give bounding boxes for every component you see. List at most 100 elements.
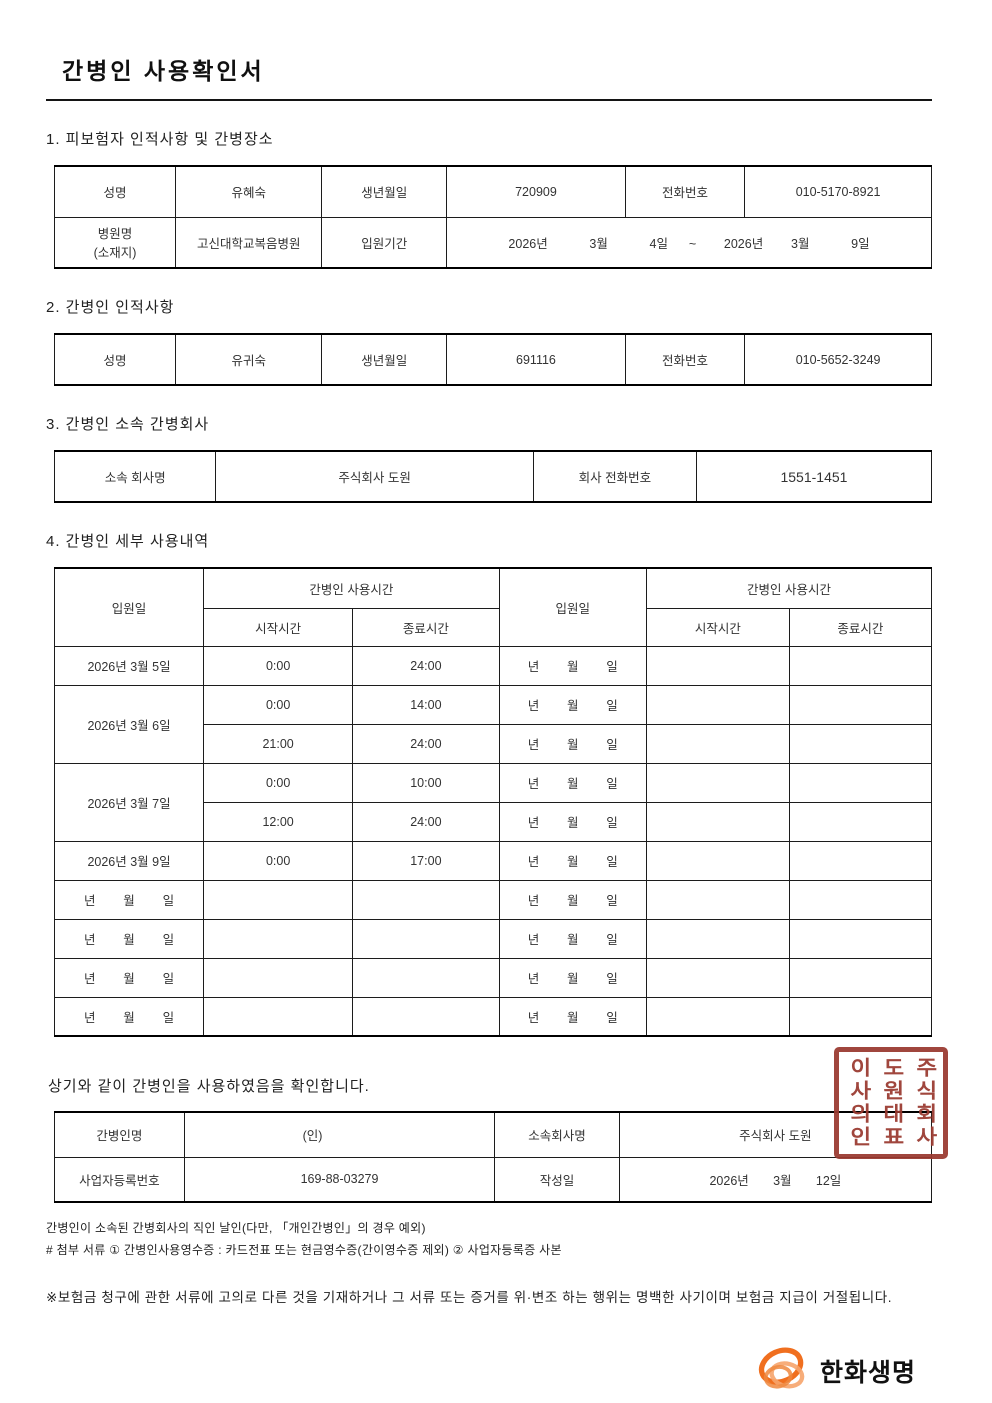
usage-start-empty xyxy=(645,762,790,803)
usage-row: 년 월 일 년 월 일 xyxy=(53,996,933,1037)
usage-date-placeholder: 년 월 일 xyxy=(498,645,647,686)
usage-start-empty xyxy=(203,957,354,998)
usage-date: 2026년 3월 9일 xyxy=(53,840,205,881)
title-divider xyxy=(46,99,932,101)
usage-end: 14:00 xyxy=(352,684,500,725)
usage-end: 24:00 xyxy=(352,801,500,842)
hospital-value: 고신대학교복음병원 xyxy=(175,216,323,269)
note-seal-requirement: 간병인이 소속된 간병회사의 직인 날인(다만, 「개인간병인」의 경우 예외) xyxy=(46,1221,426,1235)
usage-end-empty xyxy=(352,957,500,998)
usage-header-row: 입원일 간병인 사용시간 입원일 간병인 사용시간 xyxy=(53,567,933,647)
usage-start: 0:00 xyxy=(203,684,354,725)
usage-end-empty xyxy=(352,918,500,959)
table-row: 사업자등록번호 169-88-03279 작성일 2026년 3월 12일 xyxy=(54,1156,933,1203)
written-date-label: 작성일 xyxy=(494,1156,620,1203)
usage-start: 0:00 xyxy=(203,762,354,803)
insured-info-table: 성명 유혜숙 생년월일 720909 전화번호 010-5170-8921 병원… xyxy=(53,165,932,269)
usage-start-empty xyxy=(645,996,790,1037)
usage-row: 2026년 3월 6일 0:00 14:00 년 월 일 xyxy=(53,684,933,764)
usage-date-placeholder: 년 월 일 xyxy=(498,762,647,803)
usage-row: 년 월 일 년 월 일 xyxy=(53,957,933,998)
usage-row: 2026년 3월 7일 0:00 10:00 년 월 일 xyxy=(53,762,933,842)
usage-col-group-left: 간병인 사용시간 xyxy=(203,567,500,609)
business-number-label: 사업자등록번호 xyxy=(54,1156,185,1203)
usage-date-placeholder: 년 월 일 xyxy=(498,723,647,764)
insured-birth-label: 생년월일 xyxy=(321,165,447,218)
usage-date-placeholder: 년 월 일 xyxy=(53,957,205,998)
usage-row: 2026년 3월 9일 0:00 17:00 년 월 일 xyxy=(53,840,933,881)
usage-start-empty xyxy=(645,918,790,959)
caregiver-name-label: 간병인명 xyxy=(54,1111,185,1158)
usage-end-empty xyxy=(788,840,933,881)
usage-end-empty xyxy=(352,996,500,1037)
company-logo: 한화생명 xyxy=(46,1342,932,1400)
company-value: 주식회사 도원 xyxy=(618,1111,933,1158)
usage-row: 2026년 3월 5일 0:00 24:00 년 월 일 xyxy=(53,645,933,686)
fraud-warning: ※보험금 청구에 관한 서류에 고의로 다른 것을 기재하거나 그 서류 또는 … xyxy=(46,1290,893,1306)
usage-date-placeholder: 년 월 일 xyxy=(498,957,647,998)
usage-subheader-row: 시작시간 종료시간 시작시간 종료시간 xyxy=(55,607,933,647)
table-row: 병원명 (소재지) 고신대학교복음병원 입원기간 2026년 3월 4일 ~ 2… xyxy=(53,216,932,269)
usage-start-empty xyxy=(645,840,790,881)
usage-col-start-left: 시작시간 xyxy=(203,607,354,647)
table-row: 성명 유귀숙 생년월일 691116 전화번호 010-5652-3249 xyxy=(53,333,932,386)
usage-row: 21:00 24:00 년 월 일 xyxy=(55,723,933,764)
caregiver-name-label: 성명 xyxy=(53,333,177,386)
signature-cell: (인) xyxy=(183,1111,496,1158)
footer-notes: 간병인이 소속된 간병회사의 직인 날인(다만, 「개인간병인」의 경우 예외)… xyxy=(46,1217,932,1261)
usage-end-empty xyxy=(788,645,933,686)
confirmation-section: 상기와 같이 간병인을 사용하였음을 확인합니다. 간병인명 (인) 소속회사명… xyxy=(46,1047,948,1203)
usage-row: 년 월 일 년 월 일 xyxy=(53,918,933,959)
usage-col-date-left: 입원일 xyxy=(53,567,205,647)
usage-end-empty xyxy=(788,684,933,725)
usage-date-placeholder: 년 월 일 xyxy=(53,918,205,959)
usage-date-placeholder: 년 월 일 xyxy=(498,840,647,881)
business-number-value: 169-88-03279 xyxy=(183,1156,496,1203)
usage-end-empty xyxy=(352,879,500,920)
usage-end-empty xyxy=(788,879,933,920)
caregiver-info-table: 성명 유귀숙 생년월일 691116 전화번호 010-5652-3249 xyxy=(53,333,932,386)
company-phone-value: 1551-1451 xyxy=(695,450,933,503)
table-row: 간병인명 (인) 소속회사명 주식회사 도원 xyxy=(54,1111,933,1158)
usage-start-empty xyxy=(645,684,790,725)
company-name-label: 소속 회사명 xyxy=(53,450,217,503)
usage-row: 년 월 일 년 월 일 xyxy=(53,879,933,920)
usage-end: 17:00 xyxy=(352,840,500,881)
usage-date: 2026년 3월 5일 xyxy=(53,645,205,686)
usage-start: 0:00 xyxy=(203,840,354,881)
usage-start-empty xyxy=(645,645,790,686)
usage-start-empty xyxy=(203,918,354,959)
usage-end: 24:00 xyxy=(352,645,500,686)
usage-date-placeholder: 년 월 일 xyxy=(498,801,647,842)
usage-start-empty xyxy=(645,801,790,842)
usage-start: 21:00 xyxy=(203,723,354,764)
usage-col-start-right: 시작시간 xyxy=(645,607,790,647)
confirmation-table: 간병인명 (인) 소속회사명 주식회사 도원 사업자등록번호 169-88-03… xyxy=(54,1111,933,1203)
usage-end-empty xyxy=(788,801,933,842)
usage-col-end-left: 종료시간 xyxy=(352,607,500,647)
usage-start-empty xyxy=(645,957,790,998)
usage-start-empty xyxy=(203,879,354,920)
usage-date-placeholder: 년 월 일 xyxy=(53,879,205,920)
hospital-label: 병원명 (소재지) xyxy=(53,216,177,269)
usage-date-placeholder: 년 월 일 xyxy=(498,879,647,920)
table-row: 성명 유혜숙 생년월일 720909 전화번호 010-5170-8921 xyxy=(53,165,932,218)
hospital-label-line2: (소재지) xyxy=(93,246,137,261)
usage-date-placeholder: 년 월 일 xyxy=(53,996,205,1037)
usage-end-empty xyxy=(788,723,933,764)
usage-start: 0:00 xyxy=(203,645,354,686)
usage-detail-table: 입원일 간병인 사용시간 입원일 간병인 사용시간 시작시간 종료시간 시작시간… xyxy=(53,567,933,1037)
caregiver-birth-label: 생년월일 xyxy=(321,333,447,386)
caregiver-phone-value: 010-5652-3249 xyxy=(744,333,932,386)
usage-row: 12:00 24:00 년 월 일 xyxy=(55,801,933,842)
confirmation-statement: 상기와 같이 간병인을 사용하였음을 확인합니다. xyxy=(48,1078,370,1095)
usage-end-empty xyxy=(788,957,933,998)
section3-heading: 3. 간병인 소속 간병회사 xyxy=(46,416,210,433)
company-phone-label: 회사 전화번호 xyxy=(532,450,697,503)
usage-date-placeholder: 년 월 일 xyxy=(498,684,647,725)
care-company-table: 소속 회사명 주식회사 도원 회사 전화번호 1551-1451 xyxy=(53,450,933,503)
section1-heading: 1. 피보험자 인적사항 및 간병장소 xyxy=(46,131,274,148)
usage-date: 2026년 3월 7일 xyxy=(53,762,205,842)
usage-end-empty xyxy=(788,762,933,803)
usage-end-empty xyxy=(788,996,933,1037)
